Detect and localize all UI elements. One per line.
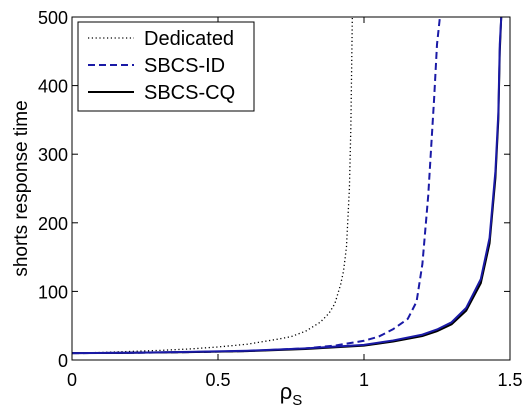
x-axis-label-subscript: S xyxy=(292,392,302,408)
y-tick-label: 0 xyxy=(58,351,68,371)
y-tick-label: 500 xyxy=(38,8,68,28)
y-tick-label: 200 xyxy=(38,214,68,234)
x-tick-label: 0.5 xyxy=(205,370,230,390)
plot-frame xyxy=(71,16,511,361)
plot-content xyxy=(72,17,503,355)
legend-label: Dedicated xyxy=(144,28,234,50)
legend: Dedicated SBCS-ID SBCS-CQ xyxy=(77,21,255,112)
x-axis-label-symbol: ρ xyxy=(280,379,293,404)
y-tick-label: 100 xyxy=(38,282,68,302)
y-tick-label: 400 xyxy=(38,77,68,97)
y-axis-label: shorts response time xyxy=(11,100,32,276)
x-tick-label: 0 xyxy=(67,370,77,390)
legend-label: SBCS-CQ xyxy=(144,82,235,104)
y-tick-label: 300 xyxy=(38,145,68,165)
legend-label: SBCS-ID xyxy=(144,55,225,77)
legend-box xyxy=(77,21,255,112)
x-tick-label: 1 xyxy=(359,370,369,390)
series-line-dedicated xyxy=(72,17,353,354)
x-tick-label: 1.5 xyxy=(497,370,522,390)
series-line-overlay-3 xyxy=(72,17,503,355)
x-axis-label: ρS xyxy=(280,379,303,408)
axis-ticks: 0 0.5 1 1.5 0 100 200 300 400 500 xyxy=(38,8,523,390)
